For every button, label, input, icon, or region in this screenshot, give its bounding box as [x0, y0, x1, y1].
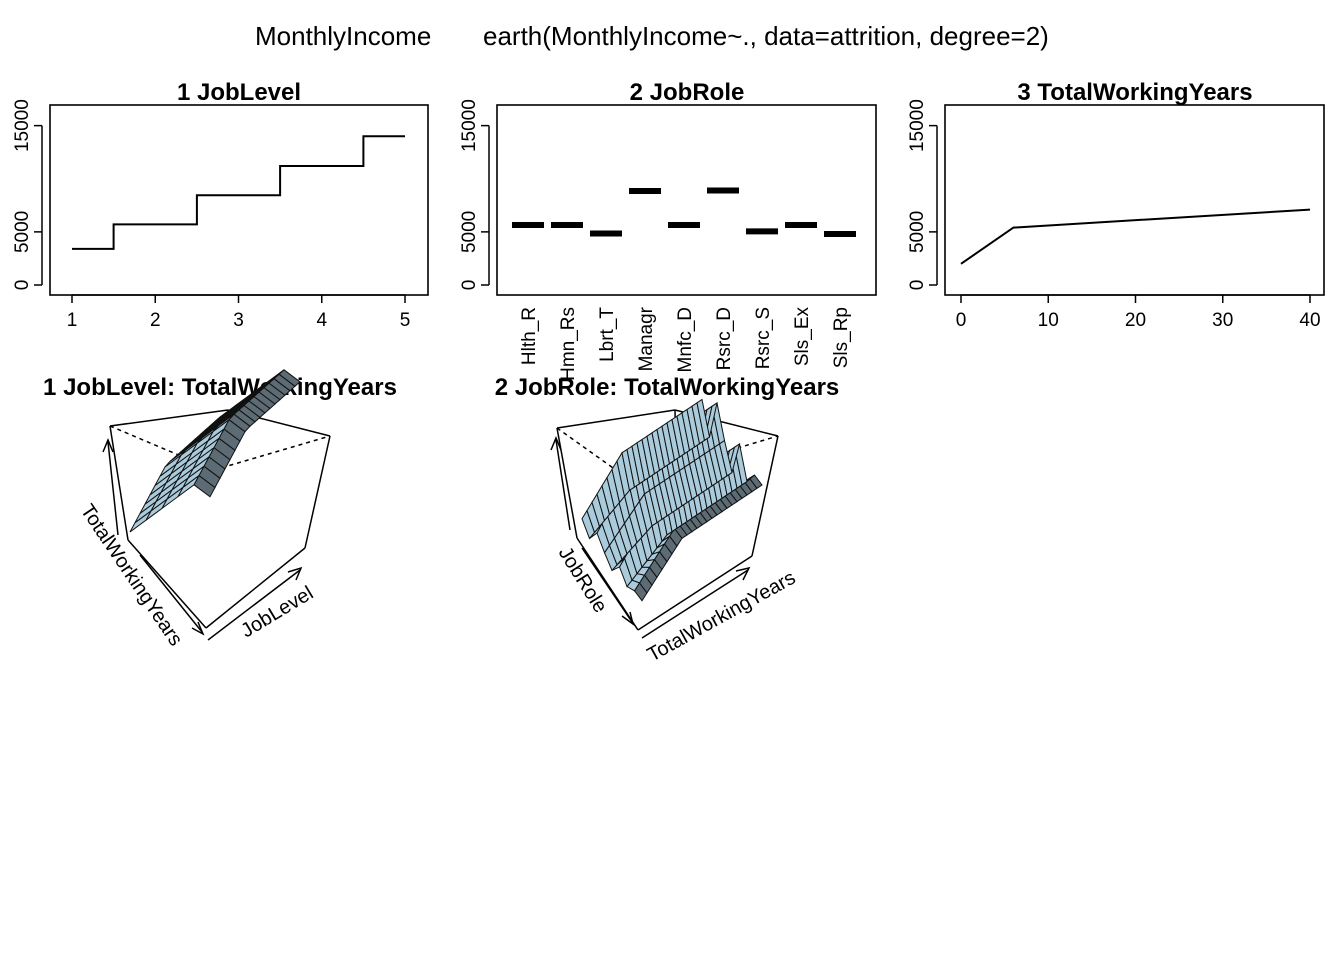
panel1-x-tick-label: 5: [400, 310, 411, 331]
panel-totalworkingyears-title: 3 TotalWorkingYears: [1017, 79, 1252, 106]
panel-joblevel-y-axis: 0 5000 15000: [12, 99, 43, 291]
panel-jobrole-totalworkingyears: 2 JobRole: TotalWorkingYears JobRole Tot…: [495, 374, 840, 666]
surface1-facet: [214, 404, 237, 422]
panel2-x-tick-label: Lbrt_T: [597, 307, 618, 362]
panel-surface1-title: 1 JobLevel: TotalWorkingYears: [43, 374, 397, 401]
panel-joblevel-frame: [49, 104, 429, 296]
panel-joblevel: 1 JobLevel 0 5000 15000 1 2 3 4 5: [12, 79, 429, 331]
panel1-x-tick-label: 1: [67, 310, 78, 331]
surface1-mesh: [129, 369, 301, 533]
panel2-x-tick-label: Mnfc_D: [675, 307, 696, 372]
panel-totalworkingyears-line: [960, 208, 1311, 265]
panel1-y-tick-label: 5000: [12, 211, 33, 253]
panel-surface2-title: 2 JobRole: TotalWorkingYears: [495, 374, 840, 401]
surface2-mesh: [581, 398, 763, 602]
panel-joblevel-x-axis: 1 2 3 4 5: [67, 294, 411, 331]
surface1-label-totalworkingyears: TotalWorkingYears: [76, 500, 187, 650]
panel2-x-tick-label: Sls_Ex: [792, 307, 813, 367]
panel3-x-tick-label: 10: [1038, 310, 1059, 331]
panel1-x-tick-label: 2: [150, 310, 161, 331]
panel2-y-tick-label: 0: [459, 280, 480, 291]
panel3-x-tick-label: 20: [1125, 310, 1146, 331]
panel-joblevel-totalworkingyears: 1 JobLevel: TotalWorkingYears TotalWorki…: [43, 369, 397, 650]
panel3-y-tick-label: 15000: [907, 99, 928, 152]
panel-jobrole-levels: [512, 187, 856, 237]
panel2-x-tick-label: Sls_Rp: [831, 307, 852, 368]
panel1-y-tick-label: 15000: [12, 99, 33, 152]
panel3-y-tick-label: 0: [907, 280, 928, 291]
panel1-x-tick-label: 3: [233, 310, 244, 331]
surface1-label-joblevel: JobLevel: [237, 582, 317, 642]
surface2-label-jobrole: JobRole: [554, 543, 612, 617]
surface2-arrows: [550, 436, 751, 639]
panel2-x-tick-label: Managr: [636, 306, 657, 371]
panel-totalworkingyears-frame: [944, 104, 1325, 296]
figure-title-response: MonthlyIncome: [255, 21, 431, 51]
panel2-y-tick-label: 5000: [459, 211, 480, 253]
panel-jobrole-y-axis: 0 5000 15000: [459, 99, 490, 291]
panel-jobrole: 2 JobRole 0 5000 15000 Hlth_R Hmn_Rs Lbrt_T M…: [459, 79, 877, 381]
surface2-facet: [696, 398, 711, 442]
panel-joblevel-title: 1 JobLevel: [177, 79, 301, 106]
surface1-arrows: [102, 438, 303, 641]
panel2-y-tick-label: 15000: [459, 99, 480, 152]
panel-jobrole-x-axis: Hlth_R Hmn_Rs Lbrt_T Managr Mnfc_D Rsrc_D Rsrc…: [519, 306, 852, 381]
panel2-x-tick-label: Rsrc_D: [714, 307, 735, 370]
panel2-x-tick-label: Hmn_Rs: [558, 307, 579, 381]
panel2-x-tick-label: Hlth_R: [519, 307, 540, 365]
panel1-y-tick-label: 0: [12, 280, 33, 291]
panel3-x-tick-label: 40: [1299, 310, 1320, 331]
panel1-x-tick-label: 4: [316, 310, 327, 331]
figure-title-model: earth(MonthlyIncome~., data=attrition, d…: [483, 21, 1049, 51]
panel2-x-tick-label: Rsrc_S: [753, 307, 774, 369]
panel-jobrole-frame: [496, 104, 877, 296]
panel3-x-tick-label: 0: [956, 310, 967, 331]
panel-jobrole-title: 2 JobRole: [630, 79, 745, 106]
surface2-label-totalworkingyears: TotalWorkingYears: [644, 567, 800, 667]
panel3-x-tick-label: 30: [1212, 310, 1233, 331]
panel-totalworkingyears: 3 TotalWorkingYears 0 5000 15000 0 10 20 30 40: [907, 79, 1325, 331]
panel-totalworkingyears-x-axis: 0 10 20 30 40: [956, 294, 1321, 331]
panel-joblevel-step-line: [72, 135, 405, 250]
panel3-y-tick-label: 5000: [907, 211, 928, 253]
panel-totalworkingyears-y-axis: 0 5000 15000: [907, 99, 938, 291]
